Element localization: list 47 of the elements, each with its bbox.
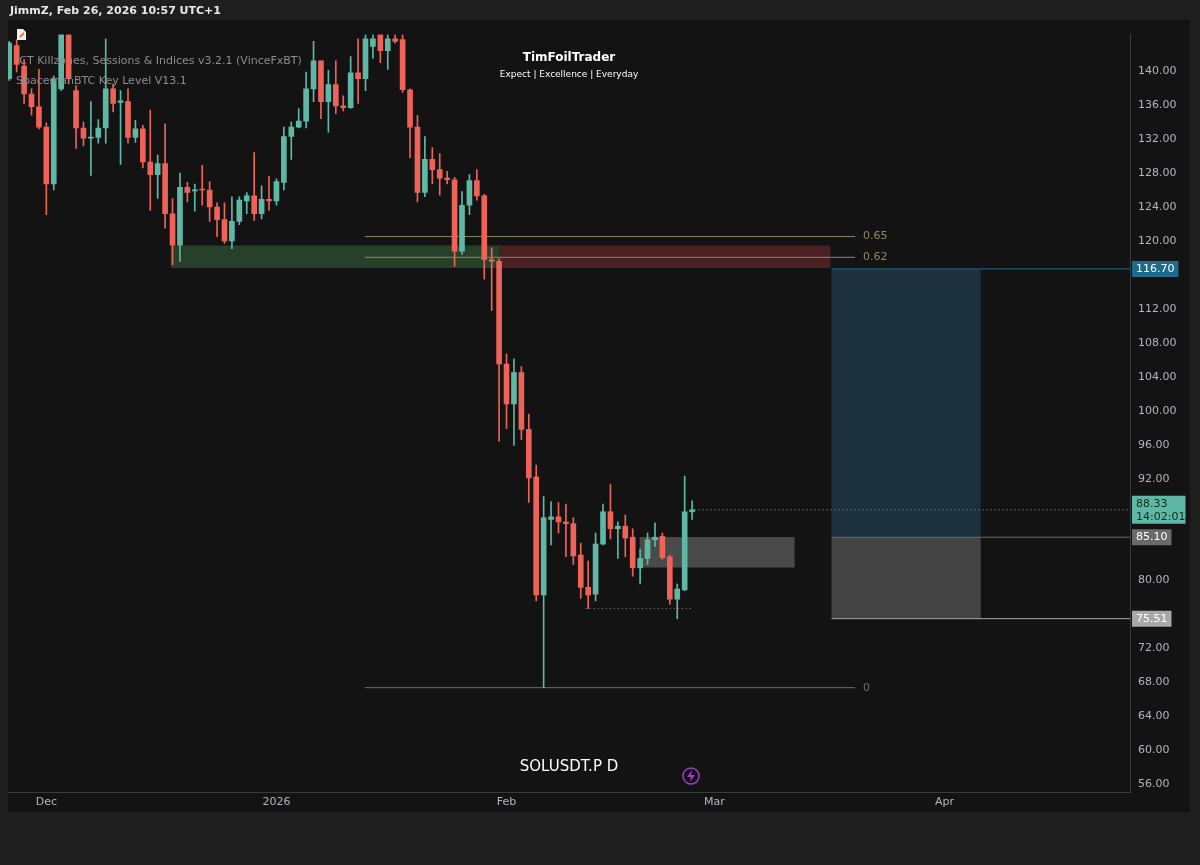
x-tick-label: 2026 xyxy=(262,795,291,809)
text: Expect | Excellence | Everyday xyxy=(499,68,639,79)
ref-line-label: 75.51 xyxy=(1136,611,1168,625)
text: 14:02:01 xyxy=(1136,509,1186,523)
annotation: SOLUSDT.P D xyxy=(519,756,619,775)
y-tick-label: 132.00 xyxy=(1138,131,1177,145)
y-tick-label: 96.00 xyxy=(1138,437,1170,451)
y-tick-label: 120.00 xyxy=(1138,233,1177,247)
y-tick-label: 140.00 xyxy=(1138,63,1177,77)
y-tick-label: 64.00 xyxy=(1138,709,1170,723)
y-tick-label: 68.00 xyxy=(1138,675,1170,689)
y-tick-label: 128.00 xyxy=(1138,165,1177,179)
candlestick xyxy=(563,503,569,558)
candlestick xyxy=(444,170,450,185)
y-tick-label: 56.00 xyxy=(1138,777,1170,791)
text: TimFoilTrader xyxy=(522,49,616,64)
y-tick-label: 60.00 xyxy=(1138,743,1170,757)
y-tick-label: 104.00 xyxy=(1138,369,1177,383)
y-tick-label: 112.00 xyxy=(1138,301,1177,315)
annotation: 0 xyxy=(863,680,871,694)
y-tick-label: 92.00 xyxy=(1138,471,1170,485)
annotation: 0.65 xyxy=(863,229,888,243)
ref-line-label: 116.70 xyxy=(1136,261,1175,275)
x-tick-label: Apr xyxy=(934,795,955,809)
candlestick xyxy=(191,183,198,212)
x-tick-label: Dec xyxy=(35,795,57,809)
candlestick xyxy=(266,176,272,211)
candlestick xyxy=(147,109,154,211)
ref-line-label: 88.33 xyxy=(1136,496,1168,510)
candlestick xyxy=(340,95,347,112)
x-tick-label: Feb xyxy=(496,795,517,809)
x-tick-label: Mar xyxy=(703,795,726,809)
y-tick-label: 136.00 xyxy=(1138,97,1177,111)
y-tick-label: 108.00 xyxy=(1138,335,1177,349)
annotation: 0.62 xyxy=(863,250,888,264)
y-tick-label: 80.00 xyxy=(1138,573,1170,587)
candlestick xyxy=(355,38,361,104)
candlestick xyxy=(652,522,658,547)
y-tick-label: 72.00 xyxy=(1138,641,1170,655)
text: JimmZ, Feb 26, 2026 10:57 UTC+1 xyxy=(10,4,221,17)
candlestick xyxy=(548,501,554,546)
candlestick xyxy=(436,153,443,196)
ref-line-label: 85.10 xyxy=(1136,530,1168,544)
y-tick-label: 100.00 xyxy=(1138,403,1177,417)
y-tick-label: 124.00 xyxy=(1138,199,1177,213)
candlestick xyxy=(243,192,250,215)
candlestick xyxy=(615,521,621,559)
